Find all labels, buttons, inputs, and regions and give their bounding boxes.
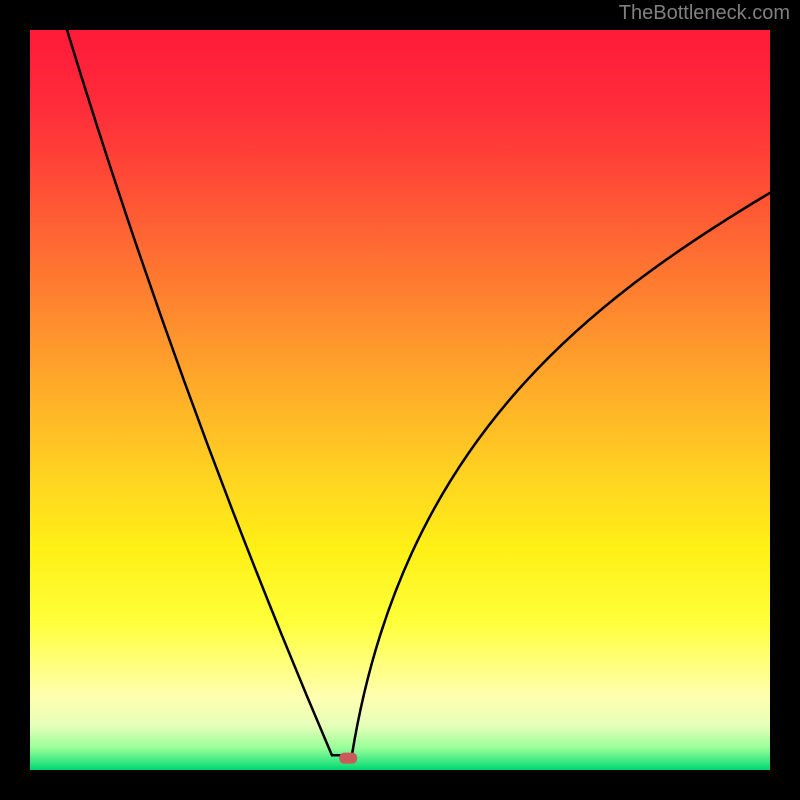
bottleneck-chart [0,0,800,800]
plot-background [30,30,770,770]
watermark-text: TheBottleneck.com [619,2,790,25]
optimal-point-marker [339,753,357,764]
chart-container: TheBottleneck.com [0,0,800,800]
